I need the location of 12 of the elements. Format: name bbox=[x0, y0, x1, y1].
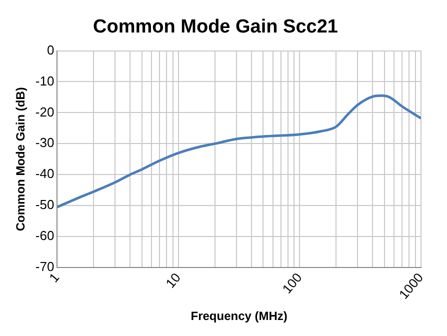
y-tick-label: -20 bbox=[35, 104, 54, 120]
y-tick-label: -60 bbox=[35, 228, 54, 244]
chart-title: Common Mode Gain Scc21 bbox=[93, 16, 338, 38]
y-tick-label: -30 bbox=[35, 135, 54, 150]
y-tick-label: 0 bbox=[46, 42, 54, 58]
x-axis-title: Frequency (MHz) bbox=[190, 309, 288, 324]
y-tick-label: -40 bbox=[35, 166, 54, 182]
x-tick-label: 100 bbox=[279, 270, 305, 296]
x-tick-label: 10 bbox=[162, 270, 184, 291]
y-axis-title: Common Mode Gain (dB) bbox=[14, 87, 28, 232]
y-tick-label: -10 bbox=[35, 73, 54, 88]
y-tick-label: -50 bbox=[35, 197, 54, 212]
